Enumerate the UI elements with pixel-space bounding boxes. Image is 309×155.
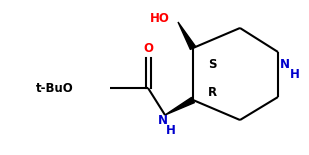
- Text: N: N: [158, 113, 168, 126]
- Polygon shape: [178, 22, 196, 49]
- Text: N: N: [280, 58, 290, 71]
- Text: S: S: [208, 58, 216, 71]
- Text: O: O: [143, 42, 153, 55]
- Text: H: H: [166, 124, 176, 137]
- Text: H: H: [290, 69, 300, 82]
- Text: HO: HO: [150, 11, 170, 24]
- Text: R: R: [207, 86, 217, 98]
- Polygon shape: [165, 97, 194, 115]
- Text: t-BuO: t-BuO: [36, 82, 74, 95]
